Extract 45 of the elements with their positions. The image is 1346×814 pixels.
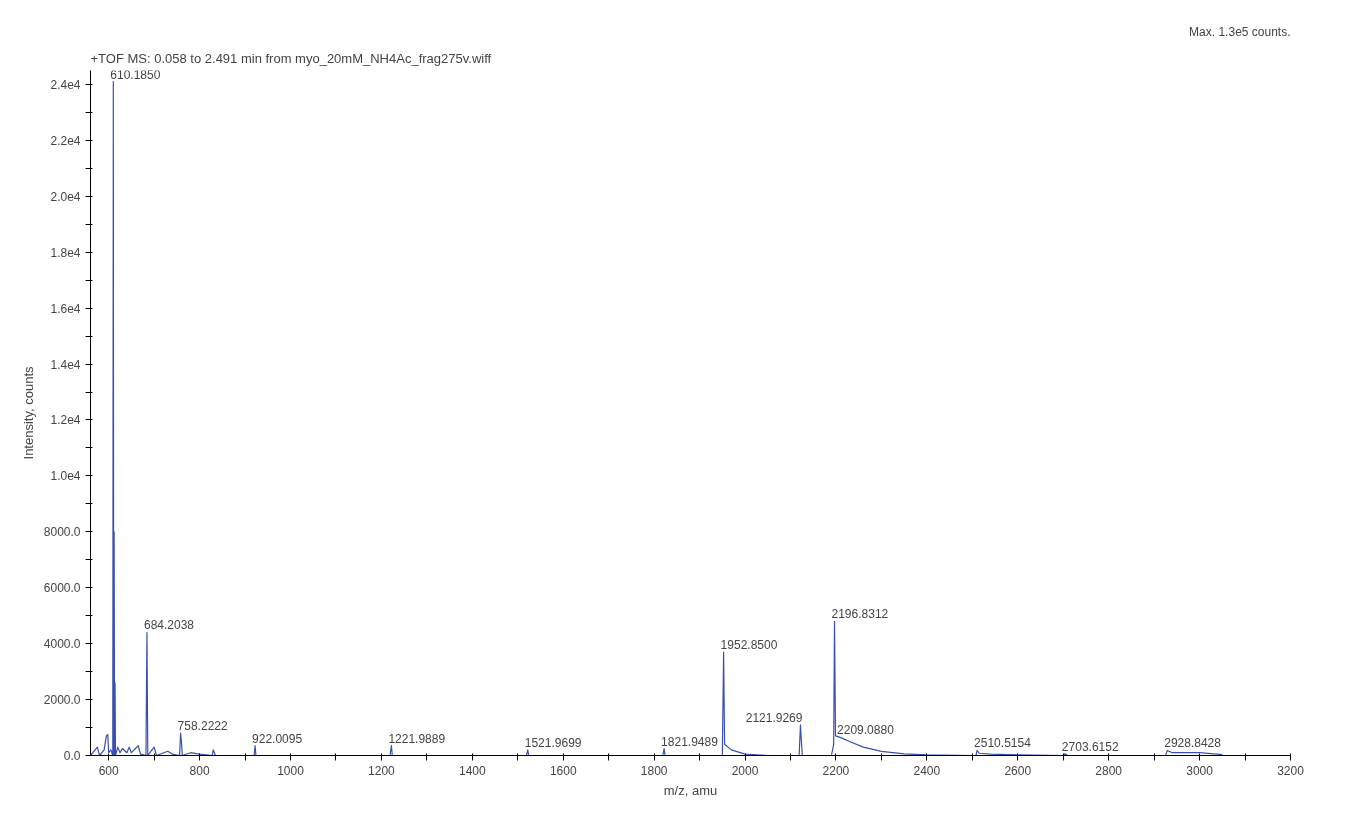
y-axis-title: Intensity, counts xyxy=(20,366,36,460)
annotation: 610.1850 xyxy=(110,67,161,82)
x-tick-label: 1400 xyxy=(458,763,486,778)
x-tick-label: 1600 xyxy=(549,763,577,778)
annotation: 2928.8428 xyxy=(1164,736,1222,751)
y-tick-label: 8000.0 xyxy=(43,525,81,540)
annotation: 2703.6152 xyxy=(1061,739,1119,754)
x-axis-title: m/z, amu xyxy=(663,782,718,798)
annotation: 1821.9489 xyxy=(661,734,719,749)
annotation: 684.2038 xyxy=(143,618,195,633)
annotation: 2209.0880 xyxy=(837,723,895,738)
x-tick-label: 1200 xyxy=(368,763,396,778)
x-tick-label: 2400 xyxy=(913,763,941,778)
x-tick-label: 600 xyxy=(98,763,120,778)
x-tick-label: 800 xyxy=(189,763,210,778)
x-tick-label: 3200 xyxy=(1277,763,1305,778)
y-tick-label: 6000.0 xyxy=(43,581,81,596)
annotation: 758.2222 xyxy=(177,719,228,734)
annotation: 2196.8312 xyxy=(831,607,889,622)
x-tick-label: 3000 xyxy=(1186,763,1214,778)
chart-title: +TOF MS: 0.058 to 2.491 min from myo_20mM_NH4Ac_frag275v.wiff xyxy=(90,50,492,66)
annotation: 2510.5154 xyxy=(974,736,1032,751)
annotation: 1521.9699 xyxy=(524,735,582,750)
y-tick-label: 2000.0 xyxy=(43,693,81,708)
y-tick-label: 0.0 xyxy=(63,749,81,763)
y-tick-label: 4000.0 xyxy=(43,637,81,652)
x-tick-label: 2800 xyxy=(1095,763,1123,778)
annotation: 2121.9269 xyxy=(745,710,803,725)
x-tick-label: 2000 xyxy=(731,763,759,778)
y-tick-label: 1.6e4 xyxy=(50,301,81,316)
annotation: 1952.8500 xyxy=(720,638,778,653)
y-tick-label: 1.2e4 xyxy=(50,413,81,428)
y-tick-label: 1.8e4 xyxy=(50,245,81,260)
text: Max. 1.3e5 counts. xyxy=(1189,24,1291,39)
x-tick-label: 2200 xyxy=(822,763,850,778)
y-tick-label: 2.0e4 xyxy=(50,189,81,204)
y-tick-label: 1.4e4 xyxy=(50,357,81,372)
x-tick-label: 2600 xyxy=(1004,763,1032,778)
y-tick-label: 2.4e4 xyxy=(50,77,81,92)
x-tick-label: 1000 xyxy=(277,763,305,778)
x-tick-label: 1800 xyxy=(640,763,668,778)
annotation: 1221.9889 xyxy=(388,731,446,746)
y-tick-label: 1.0e4 xyxy=(50,469,81,484)
y-tick-label: 2.2e4 xyxy=(50,133,81,148)
annotation: 922.0095 xyxy=(252,731,303,746)
